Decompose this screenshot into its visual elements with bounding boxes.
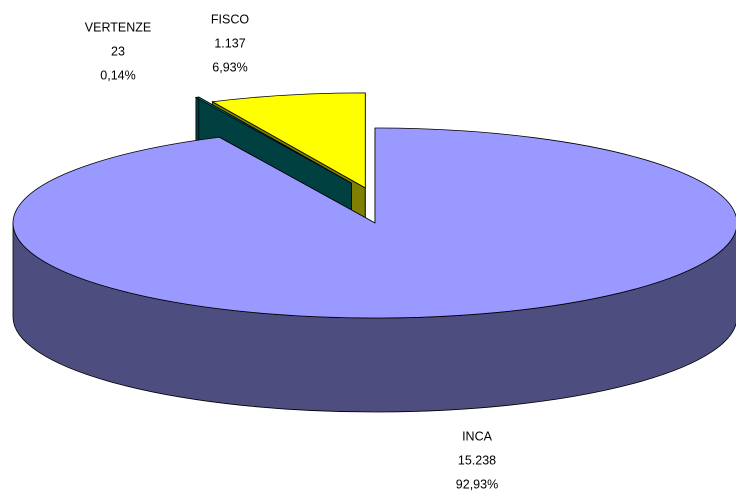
slice-top xyxy=(194,96,352,184)
category-label: FISCO xyxy=(211,12,249,26)
value-label: 23 xyxy=(111,44,125,58)
percent-label: 6,93% xyxy=(212,60,247,74)
percent-label: 0,14% xyxy=(100,68,135,82)
slice-top xyxy=(211,92,366,189)
category-label: VERTENZE xyxy=(85,20,151,34)
slice-top xyxy=(12,127,736,319)
category-label: INCA xyxy=(462,429,493,443)
percent-label: 92,93% xyxy=(456,477,498,491)
value-label: 15.238 xyxy=(458,453,496,467)
slice xyxy=(12,127,736,413)
value-label: 1.137 xyxy=(214,36,245,50)
